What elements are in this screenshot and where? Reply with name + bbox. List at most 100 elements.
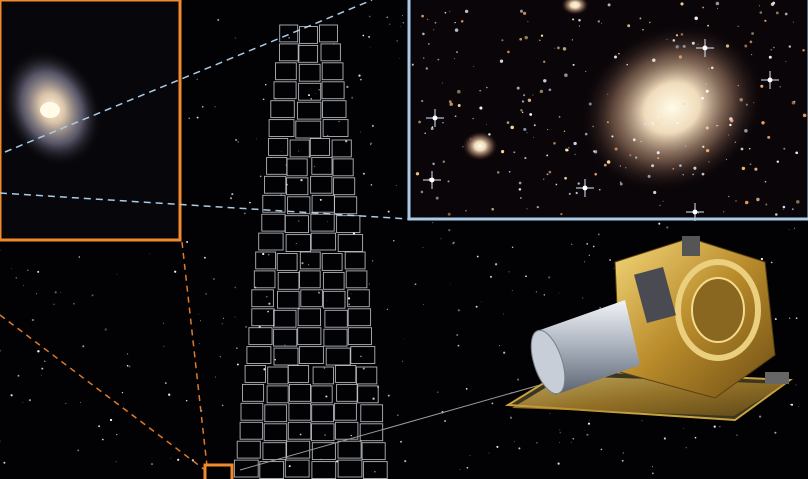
star [549,412,551,414]
inset-frame [0,0,182,242]
tile [285,234,311,252]
star [697,43,699,45]
star [237,141,239,143]
tile [312,366,334,385]
star [788,317,791,319]
star [583,261,586,263]
star [663,437,667,440]
star [127,353,129,355]
star [326,300,328,302]
star [91,294,94,297]
star [770,49,772,51]
star [234,37,236,39]
star [116,273,118,275]
star [692,173,694,176]
star [521,111,524,113]
star [649,21,651,24]
star [437,391,439,393]
star [308,94,310,97]
star [672,39,676,42]
star [789,404,791,406]
tile [310,213,335,232]
star [599,307,601,309]
star [473,65,475,67]
tile [322,290,346,309]
star [490,275,492,278]
star [168,393,171,396]
star [522,11,527,16]
star [299,433,302,436]
star [613,268,615,269]
star [214,106,216,108]
star [559,432,561,434]
tile [277,290,300,309]
cluster-inset [407,0,808,221]
bright-star [429,177,435,183]
radiator [634,266,676,324]
star [770,261,773,264]
star [705,126,709,130]
star [441,82,443,84]
star [506,121,510,124]
star [116,433,118,436]
star [425,67,428,70]
star [346,85,349,89]
star [234,316,236,318]
star [23,285,25,287]
star [284,344,286,346]
star [619,182,623,186]
star [775,11,779,15]
star [386,16,389,19]
star [476,255,479,258]
tile [273,309,297,328]
star [524,157,527,160]
star [501,39,504,42]
star [503,351,506,354]
star [588,102,592,106]
star [710,66,714,70]
star [351,96,354,99]
star [625,167,627,169]
tile [325,347,351,366]
star [264,83,267,86]
spacecraft [504,236,793,422]
star [796,200,800,204]
star [426,18,429,21]
star [386,308,388,310]
tile [273,328,298,347]
tile [337,234,364,252]
star [358,74,361,77]
tile [297,327,322,346]
tile [236,440,261,459]
star [514,441,515,443]
star [564,73,568,77]
star [702,6,704,9]
star [675,34,679,37]
star [586,243,589,245]
star [288,37,290,39]
star [575,191,578,195]
star [736,434,738,436]
bright-star [702,45,708,51]
tile [345,270,368,289]
star [614,55,617,59]
tile [337,459,363,478]
tile [347,289,370,308]
star [60,291,62,293]
tile [240,402,264,421]
star [395,184,397,186]
star [708,68,710,70]
star [360,355,362,358]
sunshield-ring [675,259,761,361]
star [751,54,753,56]
tube-aperture [530,329,566,395]
star [350,293,352,295]
star [465,210,467,212]
spiral-inset [0,0,182,242]
star [723,211,725,213]
star [702,145,705,148]
star [572,18,575,21]
star [573,141,577,146]
tile [311,423,335,442]
star [434,21,437,24]
